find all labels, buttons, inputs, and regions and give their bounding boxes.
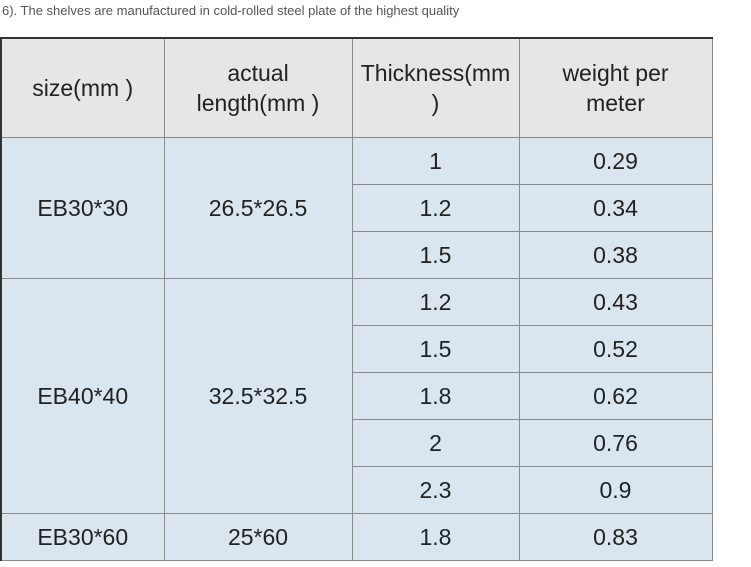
weight-cell: 0.83 xyxy=(518,513,713,561)
caption: 6). The shelves are manufactured in cold… xyxy=(2,3,460,18)
weight-cell: 0.34 xyxy=(518,184,713,232)
thickness-cell: 2.3 xyxy=(351,466,520,514)
header-cell: weight per meter xyxy=(518,37,713,138)
header-cell: Thickness(mm ) xyxy=(351,37,520,138)
table-row: EB40*40 32.5*32.5 1.2 0.43 xyxy=(0,278,713,514)
thickness-cell: 1.8 xyxy=(351,513,520,561)
table-row: EB30*60 25*60 1.8 0.83 xyxy=(0,513,713,561)
header-row: size(mm ) actual length(mm ) Thickness(m… xyxy=(0,37,713,138)
thickness-cell: 1.5 xyxy=(351,231,520,279)
weight-cell: 0.29 xyxy=(518,137,713,185)
weight-cell: 0.62 xyxy=(518,372,713,420)
weight-cell: 0.52 xyxy=(518,325,713,373)
thickness-cell: 1.2 xyxy=(351,278,520,326)
weight-cell: 0.43 xyxy=(518,278,713,326)
thickness-cell: 2 xyxy=(351,419,520,467)
table-row: 1.8 0.62 xyxy=(1,372,713,420)
actual-cell: 26.5*26.5 xyxy=(163,137,353,279)
spec-table: size(mm ) actual length(mm ) Thickness(m… xyxy=(0,37,713,561)
size-cell: EB30*60 xyxy=(0,513,165,561)
thickness-cell: 1 xyxy=(351,137,520,185)
size-cell: EB30*30 xyxy=(0,137,165,279)
actual-cell: 32.5*32.5 xyxy=(163,278,353,514)
table-body: EB30*30 26.5*26.5 1 0.29 1.2 0.34 1.5 0.38 EB40*… xyxy=(0,137,713,561)
thickness-cell: 1.2 xyxy=(351,184,520,232)
table-row: EB30*30 26.5*26.5 1 0.29 xyxy=(0,137,713,279)
table-row: 2.3 0.9 xyxy=(1,466,713,514)
actual-cell: 25*60 xyxy=(163,513,353,561)
header-cell: actual length(mm ) xyxy=(163,37,353,138)
weight-cell: 0.9 xyxy=(518,466,713,514)
thickness-cell: 1.8 xyxy=(351,372,520,420)
table-row: 1.2 0.34 xyxy=(1,184,713,232)
table-row: 1.5 0.52 xyxy=(1,325,713,373)
weight-cell: 0.76 xyxy=(518,419,713,467)
size-cell: EB40*40 xyxy=(0,278,165,514)
table-row: 2 0.76 xyxy=(1,419,713,467)
thickness-cell: 1.5 xyxy=(351,325,520,373)
weight-cell: 0.38 xyxy=(518,231,713,279)
header-cell: size(mm ) xyxy=(0,37,165,138)
